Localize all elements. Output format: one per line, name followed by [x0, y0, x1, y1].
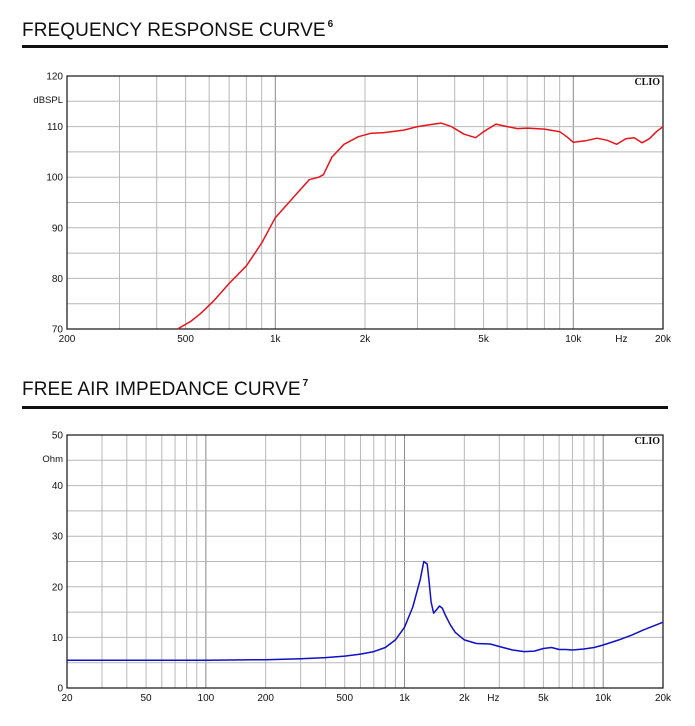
x-tick-label: 2k [360, 334, 372, 345]
y-tick-label: 40 [52, 481, 64, 492]
y-axis-unit: dBSPL [33, 95, 63, 106]
title-text: FREE AIR IMPEDANCE CURVE [22, 379, 301, 400]
chart-frequency-response: 70 80 90 100 110 120 dBSPL 200 500 1k 2k 5k 10k 20k Hz… [33, 72, 672, 346]
y-tick-label: 10 [52, 633, 64, 644]
y-tick-label: 110 [47, 122, 63, 133]
x-tick-label: 2k [459, 693, 471, 704]
x-axis-unit: Hz [615, 334, 627, 345]
y-tick-label: 120 [46, 72, 63, 83]
chart-title-frequency-response: FREQUENCY RESPONSE CURVE 6 [22, 18, 334, 42]
x-tick-label: 200 [257, 693, 274, 704]
title-text: FREQUENCY RESPONSE CURVE [22, 20, 326, 41]
title-rule [22, 406, 668, 409]
chart-impedance: 0 10 20 30 40 50 Ohm 20 50 100 200 500 1k 2k 5k 10k 20k H… [42, 431, 672, 705]
footnote-marker: 7 [302, 377, 309, 389]
y-tick-label: 20 [52, 582, 64, 593]
footnote-marker: 6 [327, 18, 334, 30]
y-tick-label: 100 [46, 173, 63, 184]
x-tick-label: 50 [140, 693, 152, 704]
y-tick-label: 0 [57, 684, 63, 695]
x-tick-label: 20k [655, 693, 672, 704]
series-line [177, 122, 664, 330]
x-tick-label: 10k [595, 693, 612, 704]
chart-title-impedance: FREE AIR IMPEDANCE CURVE 7 [22, 377, 309, 401]
brand-label: CLIO [634, 436, 660, 447]
brand-label: CLIO [634, 77, 660, 88]
x-tick-label: 10k [565, 334, 582, 345]
x-tick-label: 500 [336, 693, 353, 704]
y-tick-label: 70 [52, 325, 64, 336]
x-tick-label: 20k [655, 334, 672, 345]
plot-frame [66, 75, 664, 330]
y-tick-label: 50 [52, 431, 64, 442]
x-tick-label: 1k [270, 334, 282, 345]
title-rule [22, 45, 668, 48]
x-tick-label: 20 [61, 693, 73, 704]
x-tick-label: 100 [198, 693, 215, 704]
x-axis-unit: Hz [487, 693, 499, 704]
x-tick-label: 500 [177, 334, 194, 345]
x-tick-label: 200 [59, 334, 76, 345]
y-tick-label: 80 [52, 274, 64, 285]
plot-frame [66, 434, 664, 689]
y-axis-unit: Ohm [42, 454, 63, 465]
y-tick-label: 90 [52, 223, 64, 234]
x-tick-label: 1k [399, 693, 411, 704]
series-line [67, 560, 664, 661]
x-tick-label: 5k [478, 334, 490, 345]
x-tick-label: 5k [538, 693, 550, 704]
y-tick-label: 30 [52, 532, 64, 543]
